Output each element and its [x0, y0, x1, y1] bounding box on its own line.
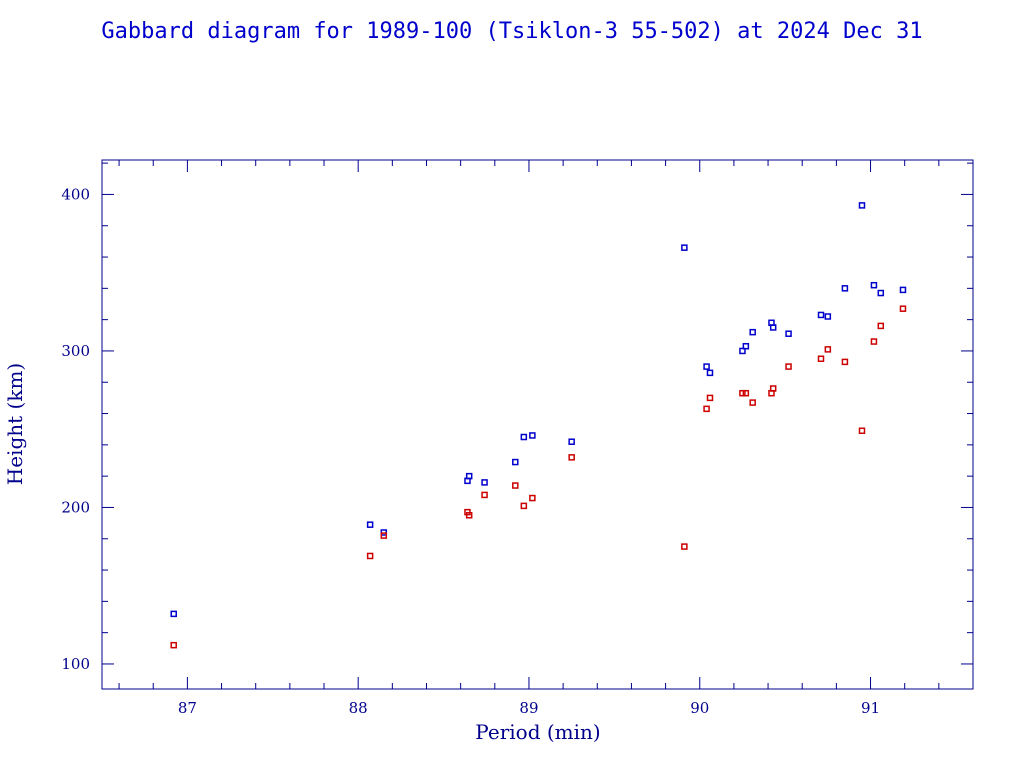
perigee-point	[877, 322, 885, 330]
apogee-point	[769, 324, 777, 331]
perigee-point	[366, 552, 374, 560]
perigee-point	[170, 641, 177, 649]
axis-ticks	[102, 160, 974, 689]
perigee-point	[824, 346, 832, 353]
apogee-point	[481, 479, 488, 486]
perigee-point	[703, 405, 710, 413]
apogee-point	[870, 281, 878, 289]
apogee-point	[841, 285, 849, 292]
apogee-point	[170, 610, 177, 618]
apogee-point	[899, 286, 907, 294]
perigee-point	[858, 427, 866, 435]
y-tick-label: 400	[61, 185, 90, 203]
tick-labels: 87 88 89 90 91 100 200 300 400	[61, 185, 880, 717]
x-tick-label: 91	[861, 699, 880, 717]
chart-title: Gabbard diagram for 1989-100 (Tsiklon-3 …	[101, 19, 922, 44]
apogee-point	[681, 244, 688, 251]
x-tick-label: 89	[519, 699, 538, 717]
apogee-point	[529, 432, 536, 439]
perigee-point	[742, 389, 750, 397]
apogee-point	[749, 328, 756, 336]
apogee-point	[703, 363, 710, 370]
perigee-point	[841, 358, 849, 366]
apogee-point	[465, 472, 473, 480]
x-tick-label: 87	[178, 699, 197, 717]
perigee-point	[706, 394, 714, 402]
apogee-point	[520, 433, 528, 441]
apogee-point	[817, 311, 825, 319]
apogee-point	[877, 289, 885, 297]
apogee-point	[858, 202, 866, 209]
x-tick-label: 88	[349, 699, 368, 717]
apogee-point	[824, 313, 832, 320]
plot-frame	[101, 159, 974, 690]
perigee-point	[520, 502, 528, 510]
y-axis-label: Height (km)	[3, 363, 27, 485]
y-tick-label: 100	[61, 655, 90, 673]
perigee-point	[739, 389, 746, 397]
apogee-point	[739, 347, 746, 355]
perigee-point	[380, 532, 388, 539]
y-tick-label: 200	[61, 498, 90, 516]
perigee-point	[529, 494, 536, 502]
data-markers	[170, 202, 907, 649]
perigee-point	[568, 454, 575, 461]
perigee-point	[899, 305, 907, 312]
perigee-point	[512, 482, 519, 489]
apogee-point	[512, 458, 519, 466]
apogee-point	[568, 438, 575, 445]
perigee-point	[817, 355, 825, 363]
apogee-point	[785, 330, 792, 337]
perigee-point	[681, 543, 688, 550]
perigee-point	[769, 385, 777, 392]
perigee-point	[870, 338, 878, 345]
perigee-point	[465, 512, 473, 519]
x-tick-label: 90	[690, 699, 709, 717]
x-axis-label: Period (min)	[475, 720, 600, 744]
y-tick-label: 300	[61, 342, 90, 360]
apogee-point	[706, 369, 714, 377]
apogee-point	[366, 521, 374, 528]
perigee-point	[481, 491, 488, 499]
apogee-point	[742, 342, 750, 350]
perigee-point	[785, 363, 792, 370]
perigee-point	[749, 399, 756, 406]
